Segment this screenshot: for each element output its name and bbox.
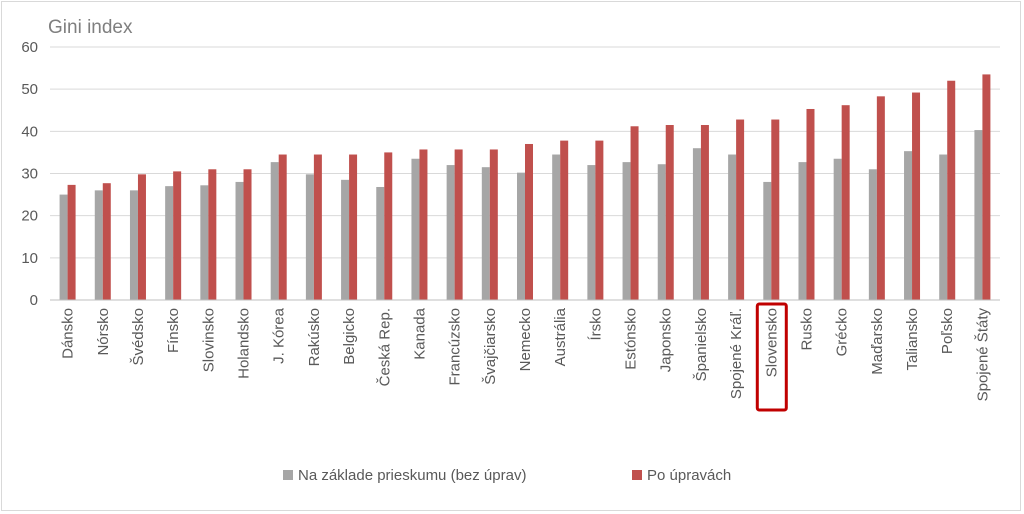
category-label: Dánsko	[60, 308, 77, 359]
bar-adjusted-17	[665, 125, 674, 300]
bar-adjusted-25	[947, 80, 956, 300]
y-tick-label: 30	[21, 166, 38, 183]
bar-survey-26	[974, 130, 983, 300]
bar-adjusted-3	[173, 171, 182, 300]
category-label: Maďarsko	[869, 308, 886, 375]
bar-survey-9	[376, 186, 385, 300]
bar-survey-4	[200, 185, 209, 300]
legend-label-adjusted: Po úpravách	[647, 467, 731, 484]
y-tick-label: 20	[21, 208, 38, 225]
bar-adjusted-21	[806, 108, 815, 300]
y-tick-label: 60	[21, 39, 38, 56]
category-label: Nemecko	[517, 308, 534, 371]
bar-survey-6	[270, 162, 279, 300]
category-label: Fínsko	[165, 308, 182, 353]
bar-survey-18	[692, 148, 701, 300]
category-label: Estónsko	[623, 308, 640, 370]
bar-adjusted-11	[454, 149, 463, 300]
category-label: Slovinsko	[200, 308, 217, 372]
category-label: Spojené Štáty	[974, 308, 991, 402]
bar-survey-15	[587, 165, 596, 300]
legend-swatch-survey	[283, 470, 293, 480]
bar-survey-20	[763, 181, 772, 300]
bar-survey-12	[481, 167, 490, 300]
bar-survey-21	[798, 162, 807, 300]
category-label: J. Kórea	[271, 307, 288, 364]
category-label: Slovensko	[763, 308, 780, 377]
category-label: Japonsko	[658, 308, 675, 372]
category-label: Rusko	[798, 308, 815, 351]
category-label: Belgicko	[341, 308, 358, 365]
bar-adjusted-22	[841, 105, 850, 300]
bar-survey-23	[868, 169, 877, 300]
bar-survey-8	[341, 179, 350, 300]
y-axis-title: Gini index	[48, 17, 133, 38]
bar-adjusted-12	[489, 149, 498, 300]
category-label: Spojené Kráľ.	[728, 308, 745, 399]
bar-adjusted-5	[243, 169, 252, 300]
y-tick-label: 40	[21, 123, 38, 140]
bar-survey-5	[235, 181, 244, 300]
bar-adjusted-16	[630, 126, 639, 300]
bars	[59, 74, 991, 301]
bar-survey-24	[904, 151, 913, 300]
x-tick-labels: Dánsko Nórsko Švédsko Fínsko Slovinsko Holand…	[60, 307, 992, 401]
bar-adjusted-18	[700, 125, 709, 300]
category-label: Taliansko	[904, 308, 921, 371]
bar-survey-10	[411, 158, 420, 300]
bar-survey-19	[728, 154, 737, 300]
bar-survey-0	[59, 194, 68, 300]
bar-adjusted-9	[384, 152, 393, 300]
bar-adjusted-19	[736, 119, 745, 300]
category-label: Španielsko	[693, 308, 710, 381]
bar-adjusted-14	[560, 140, 569, 300]
bar-adjusted-24	[912, 92, 921, 300]
category-label: Švédsko	[130, 308, 147, 366]
bar-adjusted-8	[349, 154, 358, 300]
bar-survey-7	[305, 174, 314, 300]
bar-survey-2	[129, 190, 138, 300]
category-label: Grécko	[834, 308, 851, 356]
bar-survey-14	[552, 154, 561, 300]
bar-adjusted-10	[419, 149, 428, 300]
bar-adjusted-0	[67, 184, 76, 300]
y-tick-label: 10	[21, 250, 38, 267]
bar-adjusted-13	[525, 143, 533, 300]
bar-adjusted-7	[313, 154, 322, 300]
y-tick-label: 0	[30, 292, 38, 309]
legend: Na základe prieskumu (bez úprav) Po úpra…	[283, 467, 731, 484]
category-label: Austrália	[552, 307, 569, 366]
bar-survey-16	[622, 162, 631, 300]
category-label: Poľsko	[939, 308, 956, 354]
bar-survey-22	[833, 158, 842, 300]
category-label: Česká Rep.	[376, 308, 393, 386]
bar-survey-1	[94, 190, 103, 300]
bar-adjusted-26	[982, 74, 991, 301]
bar-adjusted-20	[771, 119, 780, 300]
bar-survey-3	[165, 186, 174, 300]
bar-adjusted-4	[208, 169, 217, 300]
legend-label-survey: Na základe prieskumu (bez úprav)	[298, 467, 526, 484]
bar-adjusted-23	[876, 96, 885, 301]
bar-survey-13	[517, 172, 525, 300]
y-tick-label: 50	[21, 81, 38, 98]
bar-survey-25	[939, 154, 948, 300]
category-label: Nórsko	[95, 308, 112, 356]
category-label: Švajčiarsko	[482, 308, 499, 385]
category-label: Írsko	[587, 308, 604, 341]
category-label: Rakúsko	[306, 308, 323, 366]
bar-survey-11	[446, 165, 455, 300]
bar-adjusted-1	[102, 183, 111, 300]
y-tick-labels: 0 10 20 30 40 50 60	[21, 39, 38, 309]
category-label: Kanada	[411, 307, 428, 359]
legend-swatch-adjusted	[632, 470, 642, 480]
bar-survey-17	[657, 164, 666, 300]
bar-adjusted-15	[595, 140, 604, 300]
bar-adjusted-6	[278, 154, 287, 300]
highlight-box-slovensko	[755, 302, 788, 412]
bar-adjusted-2	[137, 174, 146, 300]
category-label: Francúzsko	[447, 308, 464, 386]
category-label: Holandsko	[236, 308, 253, 379]
